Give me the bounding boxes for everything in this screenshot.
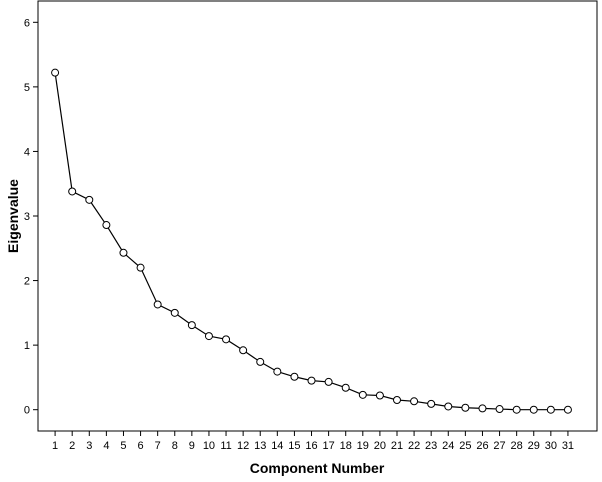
y-tick-label: 3 [24,211,30,223]
x-tick-label: 14 [271,440,283,452]
data-point [324,377,333,386]
data-point [290,372,299,381]
data-point [358,390,367,399]
data-point [170,308,179,317]
x-tick-label: 3 [86,440,92,452]
y-axis: 0 1 2 3 4 5 6 [24,17,38,417]
y-tick-label: 0 [24,405,30,417]
y-tick-label: 2 [24,276,30,288]
plot-frame [37,0,598,432]
x-tick-label: 22 [408,440,420,452]
data-point [187,321,196,330]
y-tick-label: 5 [24,82,30,94]
data-point [85,195,94,204]
x-axis-title: Component Number [250,460,385,476]
data-point [563,405,572,414]
data-point [204,332,213,341]
data-point [375,391,384,400]
x-tick-label: 28 [511,440,523,452]
data-point [256,357,265,366]
x-tick-label: 16 [305,440,317,452]
x-tick-label: 29 [528,440,540,452]
data-point [512,405,521,414]
data-point [222,335,231,344]
y-tick-label: 1 [24,340,30,352]
data-point [307,376,316,385]
x-tick-label: 24 [442,440,454,452]
x-tick-label: 15 [288,440,300,452]
data-point [119,248,128,257]
x-tick-label: 7 [155,440,161,452]
y-tick-label: 6 [24,17,30,29]
x-tick-label: 20 [374,440,386,452]
data-point [478,404,487,413]
x-tick-label: 31 [562,440,574,452]
data-point [529,405,538,414]
x-tick-label: 8 [172,440,178,452]
data-point [273,367,282,376]
x-tick-label: 27 [493,440,505,452]
data-point [546,405,555,414]
x-tick-label: 13 [254,440,266,452]
series-group [51,68,572,414]
data-point [495,405,504,414]
x-tick-label: 18 [340,440,352,452]
x-tick-label: 11 [220,440,231,452]
x-axis: 1 2 3 4 5 6 7 8 9 10 11 12 13 14 15 16 17 18 19 20 21 22 23 24 2… [52,431,574,452]
x-tick-label: 17 [322,440,334,452]
x-tick-label: 21 [391,440,403,452]
x-tick-label: 12 [237,440,249,452]
x-tick-label: 1 [52,440,58,452]
x-tick-label: 9 [189,440,195,452]
x-tick-label: 30 [545,440,557,452]
y-axis-title: Eigenvalue [5,179,21,253]
x-tick-label: 25 [459,440,471,452]
x-tick-label: 26 [476,440,488,452]
data-point [51,68,60,77]
data-point [341,383,350,392]
x-tick-label: 23 [425,440,437,452]
x-tick-label: 6 [138,440,144,452]
x-tick-label: 2 [69,440,75,452]
data-point [444,402,453,411]
data-point [68,187,77,196]
x-tick-label: 5 [120,440,126,452]
data-point [410,397,419,406]
data-point [153,300,162,309]
data-point [102,221,111,230]
data-point [461,403,470,412]
data-point [427,399,436,408]
data-point [392,396,401,405]
x-tick-label: 10 [203,440,215,452]
y-tick-label: 4 [24,146,30,158]
data-point [136,263,145,272]
x-tick-label: 19 [357,440,369,452]
x-tick-label: 4 [103,440,109,452]
data-point [239,346,248,355]
